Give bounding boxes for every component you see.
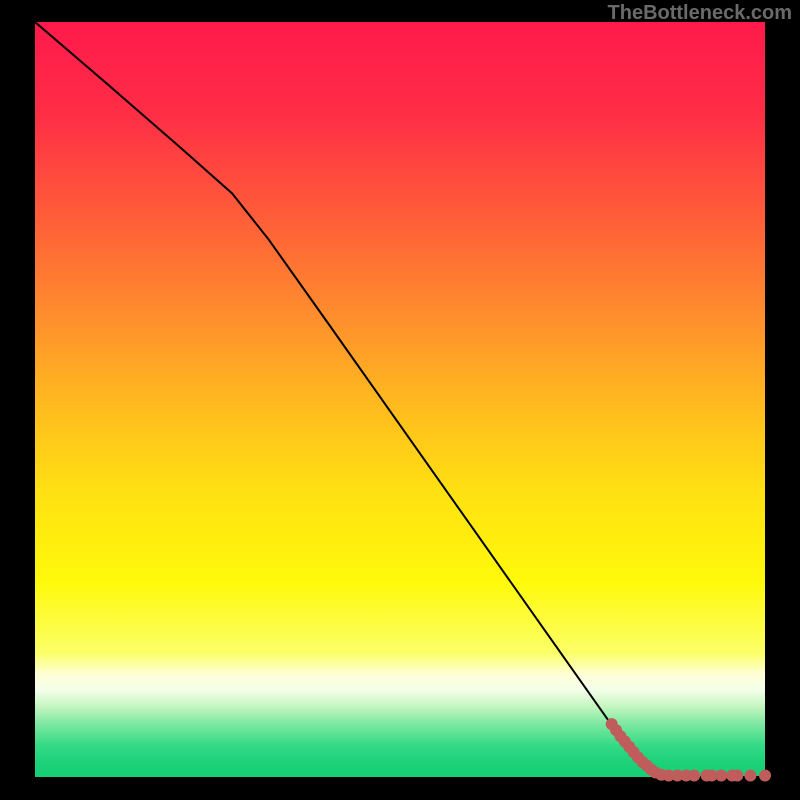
data-marker [731, 769, 743, 781]
bottleneck-chart [0, 0, 800, 800]
data-marker [688, 769, 700, 781]
data-marker [759, 769, 771, 781]
data-marker [715, 769, 727, 781]
watermark-text: TheBottleneck.com [608, 2, 792, 25]
data-marker [744, 769, 756, 781]
chart-gradient-area [35, 22, 765, 777]
